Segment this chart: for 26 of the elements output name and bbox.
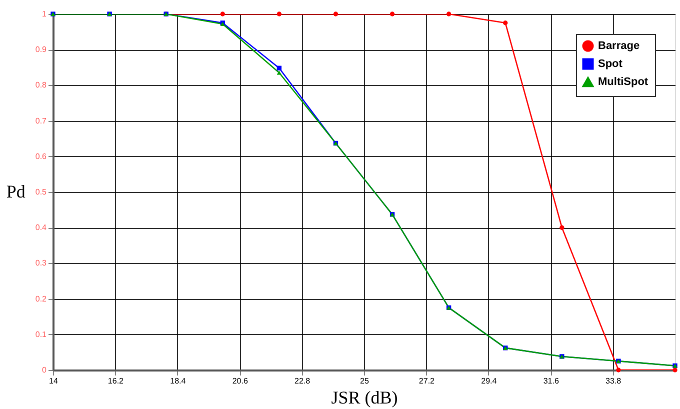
y-tick-label: 0.3 xyxy=(35,258,48,268)
x-axis-title: JSR (dB) xyxy=(331,388,398,408)
y-tick-label: 1 xyxy=(42,10,48,18)
x-tick-label: 27.2 xyxy=(418,376,436,386)
legend-label: Barrage xyxy=(598,40,640,52)
y-tick-label: 0.6 xyxy=(35,152,48,161)
y-tick-label: 0.2 xyxy=(35,294,48,304)
legend-label: MultiSpot xyxy=(598,76,648,88)
x-tick-label: 25 xyxy=(360,376,370,386)
y-tick-label: 0.8 xyxy=(35,80,48,90)
y-tick-label: 0.9 xyxy=(35,45,48,54)
y-tick-label: 0.7 xyxy=(35,116,48,126)
x-tick-label: 18.4 xyxy=(170,376,186,386)
x-tick-label: 31.6 xyxy=(543,376,560,386)
x-tick-label: 20.6 xyxy=(232,376,248,386)
x-tick-label: 16.2 xyxy=(108,376,124,386)
x-tick-label: 14 xyxy=(49,376,58,386)
x-tick-label: 29.4 xyxy=(481,376,498,386)
y-tick-label: 0.4 xyxy=(35,223,48,232)
y-tick-label: 0 xyxy=(42,366,48,374)
x-tick-label: 33.8 xyxy=(606,376,622,386)
legend-label: Spot xyxy=(598,58,623,70)
x-tick-label: 22.8 xyxy=(294,376,311,386)
y-axis-title: Pd xyxy=(6,182,26,202)
y-tick-label: 0.1 xyxy=(35,330,48,339)
y-tick-label: 0.5 xyxy=(35,188,48,196)
